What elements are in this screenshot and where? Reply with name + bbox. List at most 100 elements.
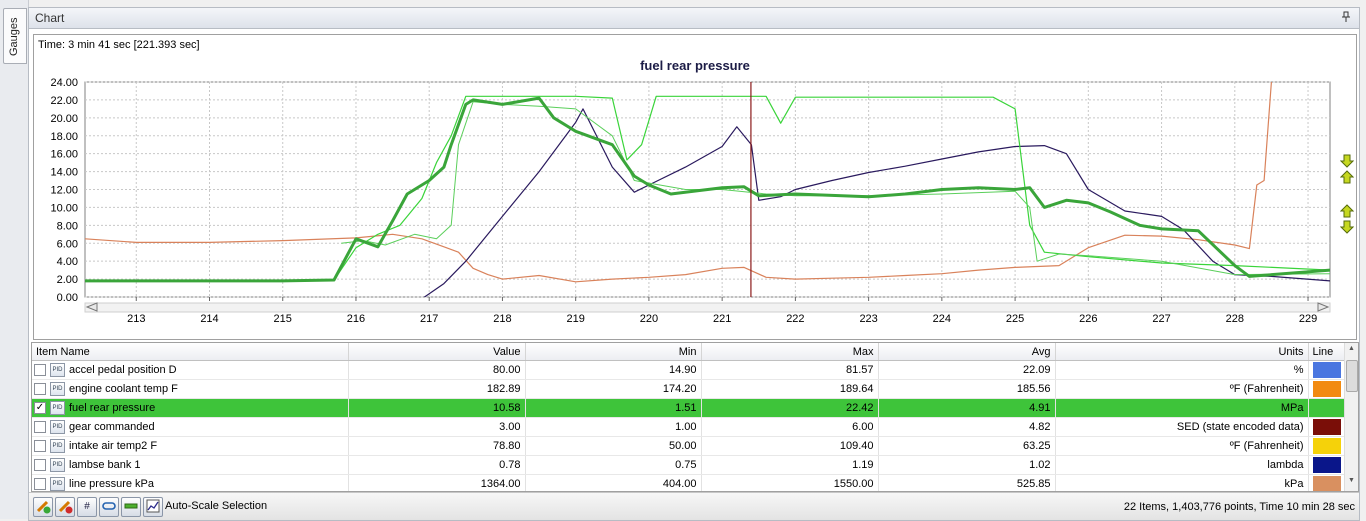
- max-cell: 81.57: [701, 360, 879, 380]
- series-line: [85, 96, 1330, 283]
- x-tick-label: 216: [347, 313, 365, 325]
- pencil-remove-icon: [58, 500, 73, 514]
- line-color-swatch[interactable]: [1312, 400, 1341, 416]
- table-row[interactable]: PID gear commanded 3.00 1.00 6.00 4.82 SED (st…: [32, 417, 1345, 437]
- x-scroll-track[interactable]: [84, 302, 1331, 313]
- col-item-name[interactable]: Item Name: [32, 343, 349, 361]
- table-row[interactable]: PID engine coolant temp F 182.89 174.20 189.…: [32, 379, 1345, 399]
- min-cell: 1.00: [525, 417, 702, 437]
- line-color-cell[interactable]: [1308, 474, 1345, 491]
- table-body: PID accel pedal position D 80.00 14.90 81.57…: [32, 360, 1345, 491]
- tab-gauges-label: Gauges: [8, 17, 20, 56]
- units-cell: %: [1055, 360, 1309, 380]
- min-cell: 0.75: [525, 455, 702, 475]
- line-color-swatch[interactable]: [1312, 476, 1341, 491]
- col-avg[interactable]: Avg: [878, 343, 1056, 361]
- table-row[interactable]: ✓ PID fuel rear pressure 10.58 1.51 22.42 4.91…: [32, 398, 1345, 418]
- y-tick-label: 22.00: [50, 95, 78, 107]
- scroll-thumb[interactable]: [1346, 360, 1358, 392]
- line-icon: [124, 503, 138, 509]
- scroll-down-icon[interactable]: ▼: [1348, 477, 1355, 484]
- chart-svg[interactable]: 0.00 2.00 4.00 6.00 8.00 10.00 12.00 14.00 16.00…: [34, 35, 1356, 339]
- min-cell: 14.90: [525, 360, 702, 380]
- line-color-cell[interactable]: [1308, 455, 1345, 475]
- row-checkbox[interactable]: ✓: [34, 402, 46, 414]
- chart-panel: Chart 0.00 2.00 4.00 6.00 8.00 10.00 12.00 14.0…: [28, 7, 1360, 521]
- row-checkbox[interactable]: [34, 478, 46, 490]
- table-row[interactable]: PID line pressure kPa 1364.00 404.00 1550.00…: [32, 474, 1345, 491]
- hash-button[interactable]: #: [77, 497, 97, 517]
- row-checkbox[interactable]: [34, 364, 46, 376]
- scroll-left-icon[interactable]: [85, 302, 98, 312]
- series-line: [423, 108, 1330, 297]
- add-item-button[interactable]: [33, 497, 53, 517]
- col-max[interactable]: Max: [701, 343, 879, 361]
- scroll-right-icon[interactable]: [1317, 302, 1330, 312]
- table-row[interactable]: PID lambse bank 1 0.78 0.75 1.19 1.02 lambda: [32, 455, 1345, 475]
- units-cell: lambda: [1055, 455, 1309, 475]
- link-button[interactable]: [99, 497, 119, 517]
- line-color-swatch[interactable]: [1312, 419, 1341, 435]
- hash-icon: #: [84, 501, 90, 512]
- value-cell: 182.89: [348, 379, 526, 399]
- avg-cell: 525.85: [878, 474, 1056, 491]
- pid-icon: PID: [50, 401, 65, 415]
- col-min[interactable]: Min: [525, 343, 702, 361]
- units-cell: SED (state encoded data): [1055, 417, 1309, 437]
- col-units[interactable]: Units: [1055, 343, 1309, 361]
- avg-cell: 1.02: [878, 455, 1056, 475]
- zoom-y-out-icon[interactable]: [1340, 203, 1354, 235]
- line-color-cell[interactable]: [1308, 417, 1345, 437]
- value-cell: 1364.00: [348, 474, 526, 491]
- col-value[interactable]: Value: [348, 343, 526, 361]
- pin-icon[interactable]: [1341, 11, 1351, 23]
- bottom-toolbar: # Auto-Scale Selection 22 Items, 1,403,7…: [29, 492, 1359, 520]
- max-cell: 109.40: [701, 436, 879, 456]
- chain-icon: [102, 502, 116, 510]
- max-cell: 6.00: [701, 417, 879, 437]
- x-tick-label: 225: [1006, 313, 1024, 325]
- y-tick-label: 14.00: [50, 167, 78, 179]
- time-readout: Time: 3 min 41 sec [221.393 sec]: [38, 39, 200, 51]
- remove-item-button[interactable]: [55, 497, 75, 517]
- series-line: [85, 95, 1330, 282]
- avg-cell: 4.91: [878, 398, 1056, 418]
- autoscale-button[interactable]: [143, 497, 163, 517]
- table-row[interactable]: PID accel pedal position D 80.00 14.90 81.57…: [32, 360, 1345, 380]
- vertical-scrollbar[interactable]: ▲ ▼: [1344, 343, 1358, 491]
- line-color-cell[interactable]: [1308, 398, 1345, 418]
- chart-area[interactable]: 0.00 2.00 4.00 6.00 8.00 10.00 12.00 14.00 16.00…: [33, 34, 1357, 340]
- line-color-cell[interactable]: [1308, 360, 1345, 380]
- row-checkbox[interactable]: [34, 459, 46, 471]
- min-cell: 404.00: [525, 474, 702, 491]
- row-checkbox[interactable]: [34, 440, 46, 452]
- item-name-cell: ✓ PID fuel rear pressure: [32, 398, 349, 418]
- scroll-up-icon[interactable]: ▲: [1348, 345, 1355, 352]
- table-row[interactable]: PID intake air temp2 F 78.80 50.00 109.40 63.…: [32, 436, 1345, 456]
- line-color-cell[interactable]: [1308, 436, 1345, 456]
- x-tick-label: 213: [127, 313, 145, 325]
- pid-icon: PID: [50, 382, 65, 396]
- line-color-cell[interactable]: [1308, 379, 1345, 399]
- x-tick-label: 217: [420, 313, 438, 325]
- line-color-swatch[interactable]: [1312, 457, 1341, 473]
- pid-icon: PID: [50, 458, 65, 472]
- pid-icon: PID: [50, 477, 65, 491]
- line-color-swatch[interactable]: [1312, 381, 1341, 397]
- col-line[interactable]: Line: [1308, 343, 1345, 361]
- tab-gauges[interactable]: Gauges: [3, 8, 27, 64]
- item-name: engine coolant temp F: [69, 382, 178, 395]
- pencil-add-icon: [36, 500, 51, 514]
- line-color-swatch[interactable]: [1312, 362, 1341, 378]
- item-name: fuel rear pressure: [69, 401, 156, 414]
- avg-cell: 22.09: [878, 360, 1056, 380]
- zoom-y-in-icon[interactable]: [1340, 153, 1354, 185]
- line-color-swatch[interactable]: [1312, 438, 1341, 454]
- series-line: [85, 82, 1272, 283]
- row-checkbox[interactable]: [34, 383, 46, 395]
- series-line: [341, 101, 1330, 276]
- line-style-button[interactable]: [121, 497, 141, 517]
- item-name: gear commanded: [69, 420, 155, 433]
- x-tick-label: 219: [566, 313, 584, 325]
- row-checkbox[interactable]: [34, 421, 46, 433]
